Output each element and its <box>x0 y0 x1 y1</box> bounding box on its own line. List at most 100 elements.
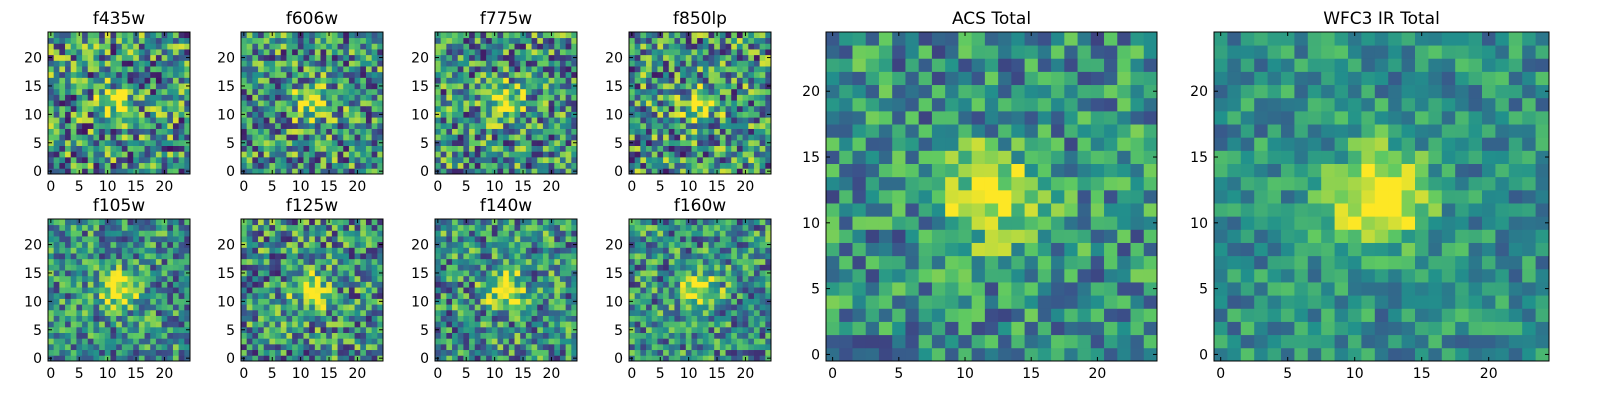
heatmap-cell <box>127 117 134 124</box>
heatmap-cell <box>514 156 521 164</box>
heatmap-cell <box>559 37 567 44</box>
heatmap-cell <box>565 275 572 282</box>
heatmap-cell <box>53 230 60 237</box>
heatmap-cell <box>360 122 367 129</box>
heatmap-cell <box>314 338 321 345</box>
heatmap-cell <box>343 100 350 107</box>
heatmap-cell <box>440 100 447 107</box>
heatmap-cell <box>104 77 111 84</box>
heatmap-cell <box>110 292 117 299</box>
heatmap-cell <box>486 117 493 124</box>
heatmap-cell <box>765 66 772 73</box>
heatmap-cell <box>508 224 515 231</box>
heatmap-cell <box>48 275 55 282</box>
heatmap-cell <box>486 105 493 112</box>
heatmap-cell <box>104 117 111 124</box>
heatmap-cell <box>252 349 259 356</box>
heatmap-cell <box>480 230 487 237</box>
heatmap-cell <box>269 139 276 146</box>
heatmap-cell <box>452 326 459 333</box>
heatmap-cell <box>269 321 276 328</box>
heatmap-cell <box>565 88 572 95</box>
y-tick-label: 5 <box>226 136 235 152</box>
heatmap-cell <box>297 105 304 112</box>
heatmap-cell <box>53 219 60 226</box>
heatmap-cell <box>320 287 327 294</box>
heatmap-cell <box>82 349 89 356</box>
heatmap-cell <box>93 304 100 311</box>
heatmap-cell <box>759 88 766 95</box>
heatmap-cell <box>702 298 709 305</box>
heatmap-cell <box>663 156 670 164</box>
heatmap-cell <box>241 230 248 237</box>
heatmap-cell <box>172 338 180 345</box>
heatmap-cell <box>246 270 253 277</box>
heatmap-cell <box>365 37 373 44</box>
heatmap-cell <box>116 83 123 90</box>
heatmap-cell <box>331 224 338 231</box>
heatmap-cell <box>263 275 270 282</box>
heatmap-cell <box>48 332 55 339</box>
heatmap-cell <box>258 66 265 73</box>
heatmap-cell <box>634 162 641 169</box>
heatmap-cell <box>674 321 681 328</box>
heatmap-cell <box>657 66 664 73</box>
heatmap-cell <box>275 230 282 237</box>
heatmap-cell <box>497 77 504 84</box>
heatmap-cell <box>646 326 653 333</box>
heatmap-cell <box>440 105 447 112</box>
heatmap-cell <box>491 326 498 333</box>
heatmap-cell <box>178 54 185 61</box>
heatmap-cell <box>377 258 384 265</box>
heatmap-cell <box>326 275 333 282</box>
heatmap-cell <box>82 247 89 254</box>
heatmap-cell <box>314 343 321 351</box>
heatmap-cell <box>371 151 378 158</box>
heatmap-cell <box>303 60 310 67</box>
heatmap-cell <box>452 332 459 339</box>
heatmap-cell <box>765 287 772 294</box>
heatmap-cell <box>348 83 355 90</box>
heatmap-cell <box>104 151 111 158</box>
heatmap-cell <box>629 43 636 50</box>
heatmap-cell <box>508 321 515 328</box>
heatmap-cell <box>457 60 464 67</box>
heatmap-cell <box>167 32 174 39</box>
heatmap-cell <box>178 343 185 351</box>
heatmap-cell <box>497 71 504 78</box>
heatmap-cell <box>463 298 470 305</box>
heatmap-cell <box>514 66 521 73</box>
heatmap-cell <box>246 241 253 248</box>
heatmap-cell <box>565 32 572 39</box>
heatmap-cell <box>320 43 327 50</box>
heatmap-cell <box>48 230 55 237</box>
heatmap-cell <box>246 321 253 328</box>
heatmap-cell <box>286 94 293 101</box>
heatmap-cell <box>554 343 561 351</box>
heatmap-cell <box>759 338 766 345</box>
heatmap-cell <box>246 281 253 288</box>
heatmap-cell <box>548 49 555 56</box>
heatmap-cell <box>708 88 715 95</box>
heatmap-cell <box>508 100 515 107</box>
heatmap-cell <box>691 270 698 277</box>
heatmap-cell <box>286 111 293 118</box>
heatmap-cell <box>719 43 726 50</box>
heatmap-cell <box>736 309 743 316</box>
heatmap-cell <box>452 315 459 322</box>
heatmap-cell <box>452 71 459 78</box>
x-tick-label: 20 <box>543 179 561 195</box>
heatmap-cell <box>377 321 384 328</box>
heatmap-cell <box>48 105 55 112</box>
heatmap-cell <box>70 162 77 169</box>
heatmap-cell <box>753 343 761 351</box>
heatmap-cell <box>178 236 185 243</box>
heatmap-cell <box>759 83 766 90</box>
heatmap-cell <box>702 60 709 67</box>
heatmap-cell <box>508 241 515 248</box>
heatmap-cell <box>474 139 481 146</box>
heatmap-cell <box>651 32 658 39</box>
heatmap-cell <box>150 253 157 260</box>
heatmap-cell <box>241 94 248 101</box>
heatmap-cell <box>748 162 755 169</box>
